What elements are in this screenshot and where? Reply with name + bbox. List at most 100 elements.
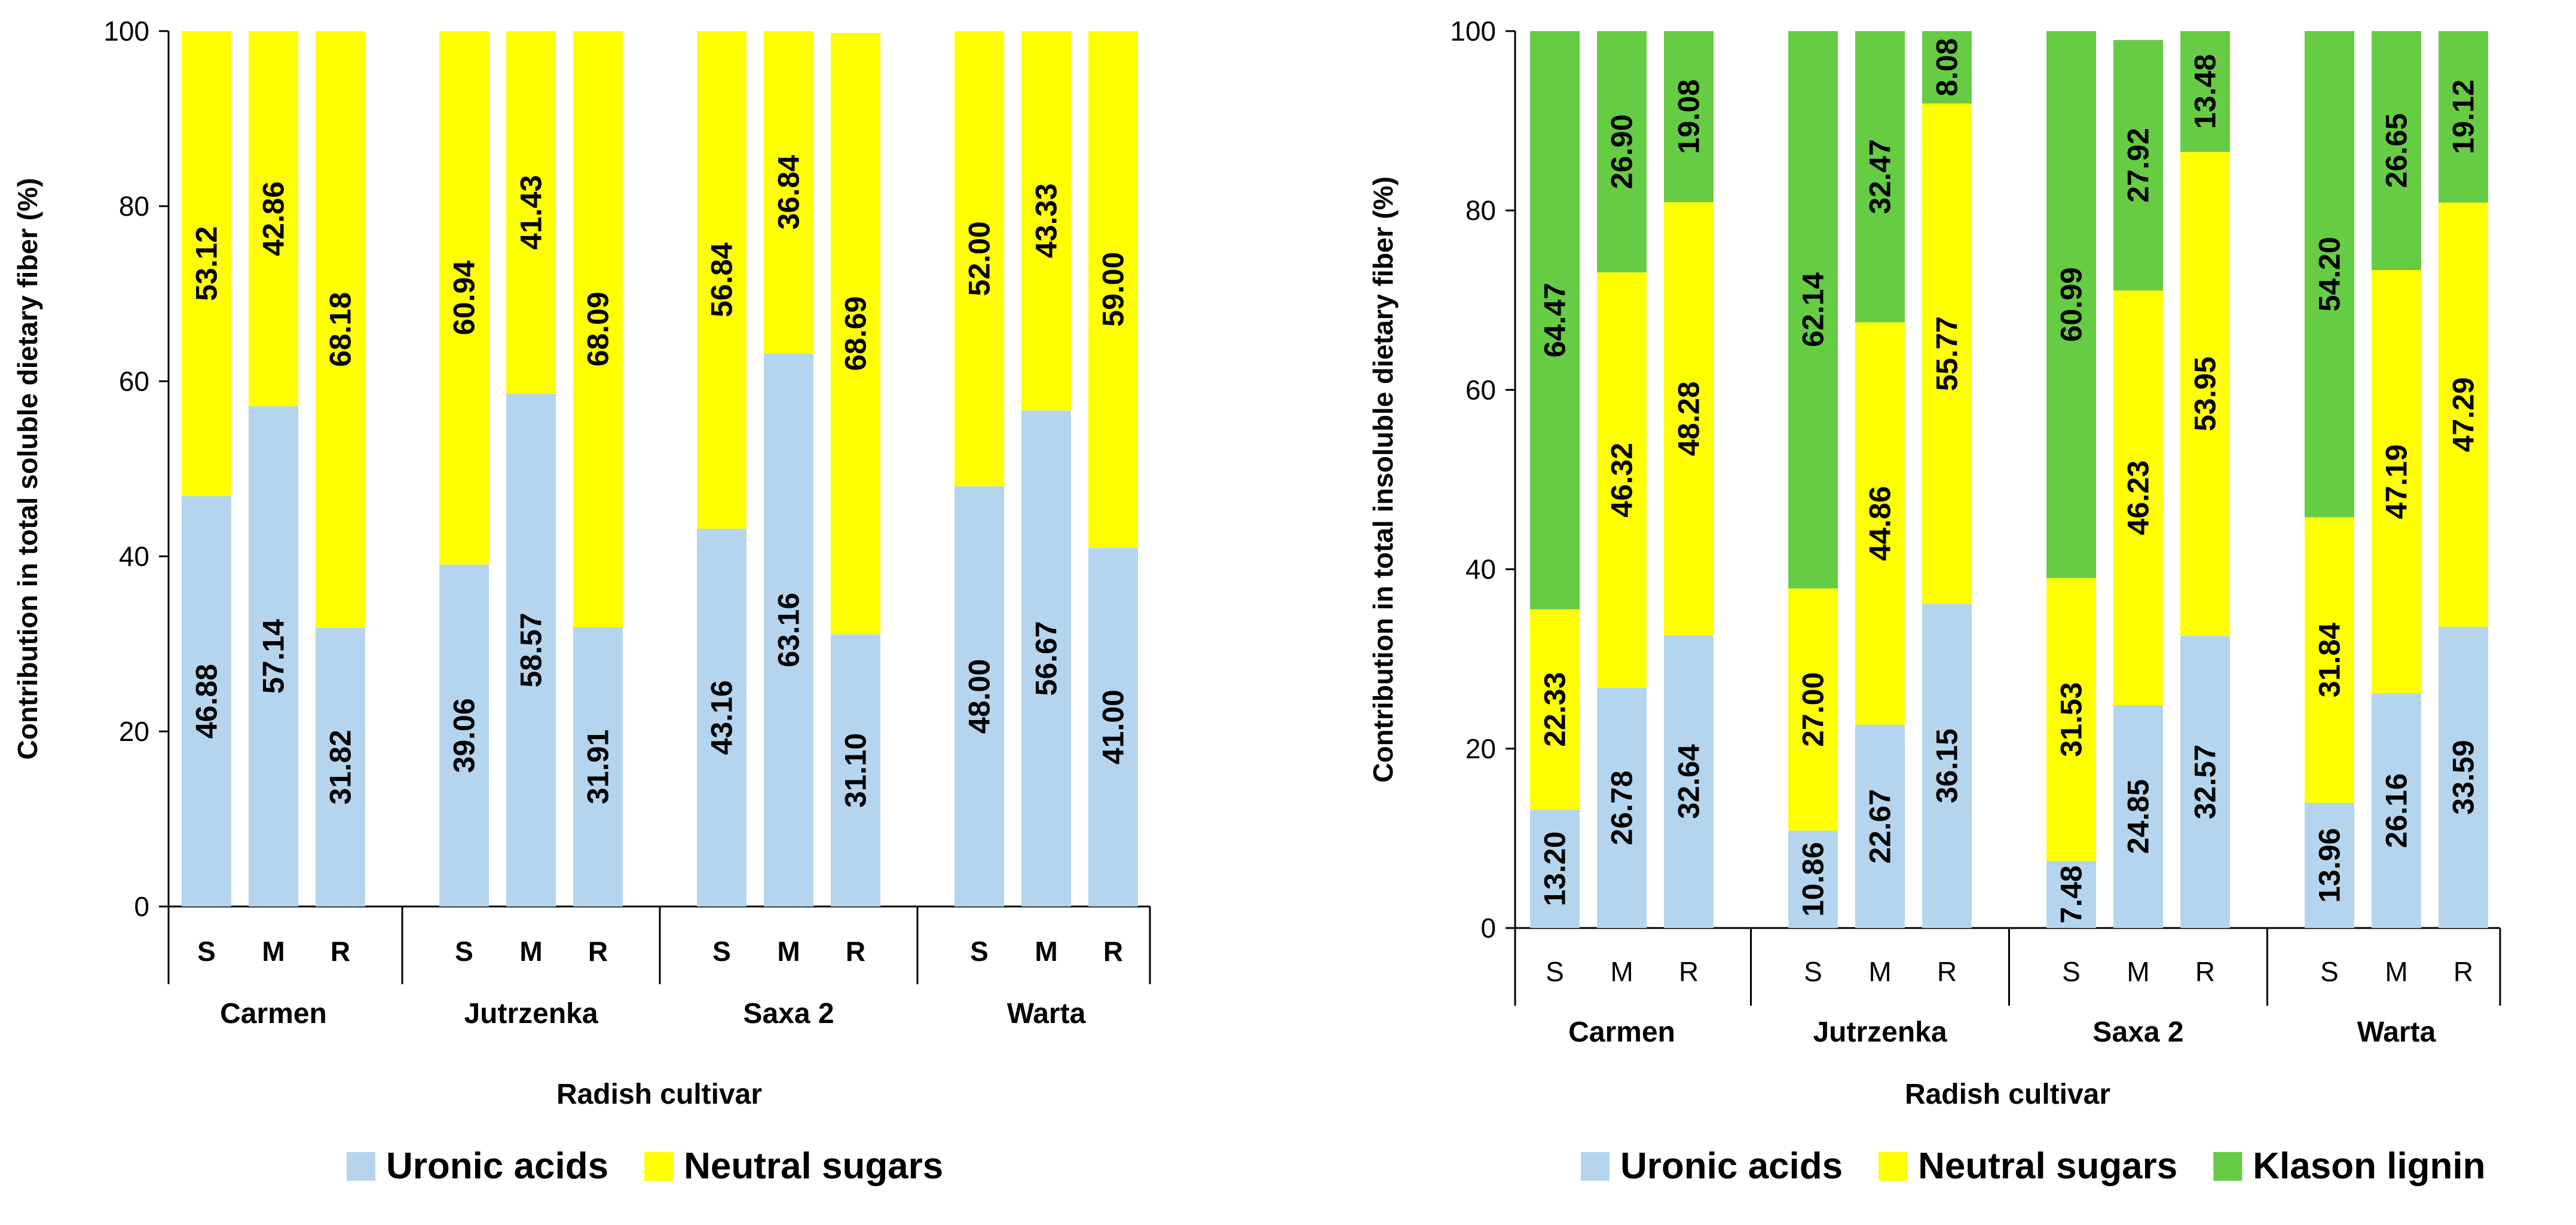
bar-neutral-sugars [697,31,747,529]
data-label: 63.16 [772,593,806,667]
bar-klason-lignin [1530,31,1580,610]
x-axis-title: Radish cultivar [556,1079,762,1110]
bar-neutral-sugars [439,31,489,565]
data-label: 39.06 [448,698,481,773]
bar-klason-lignin [1664,31,1714,203]
legend-swatch [1879,1152,1908,1181]
data-label: 24.85 [2122,779,2155,854]
data-label: 31.82 [324,730,357,804]
group-label: Jutrzenka [1813,1016,1947,1048]
data-label: 46.32 [1605,443,1639,517]
bar-neutral-sugars [831,33,880,635]
bar-klason-lignin [2305,31,2354,517]
bar-klason-lignin [1788,31,1838,589]
data-label: 19.08 [1672,79,1706,154]
data-label: 47.19 [2380,445,2413,519]
bar-neutral-sugars [2439,202,2488,627]
bar-klason-lignin [2372,31,2421,271]
bar-uronic-acids [697,528,747,906]
category-label: S [1804,956,1822,987]
bar-neutral-sugars [249,31,298,406]
data-label: 60.94 [448,261,481,335]
bar-neutral-sugars [1530,609,1580,810]
x-axis-title: Radish cultivar [1905,1079,2110,1110]
bar-neutral-sugars [2305,517,2354,803]
data-label: 56.67 [1030,621,1063,696]
data-label: 13.96 [2313,828,2346,903]
data-label: 19.12 [2447,79,2480,154]
legend-entry: Neutral sugars [1918,1146,2177,1187]
bar-klason-lignin [2439,31,2488,203]
group-label: Saxa 2 [2092,1016,2183,1048]
data-label: 36.15 [1931,728,1964,803]
y-tick-label: 80 [119,191,149,222]
data-label: 26.16 [2380,773,2413,848]
bar-neutral-sugars [1088,31,1138,548]
category-label: M [2127,956,2149,987]
data-label: 32.47 [1864,139,1897,214]
category-label: S [1546,956,1564,987]
bar-klason-lignin [2113,40,2163,291]
group-label: Carmen [1568,1016,1675,1048]
y-tick-label: 80 [1466,195,1496,226]
category-label: R [331,936,350,967]
y-tick-label: 20 [119,716,149,747]
group-label: Saxa 2 [743,998,834,1030]
legend-entry: Neutral sugars [684,1146,943,1187]
bar-neutral-sugars [2046,578,2096,861]
data-label: 31.91 [582,730,615,804]
category-label: S [455,936,473,967]
bar-neutral-sugars [764,31,813,354]
data-label: 32.64 [1672,744,1706,819]
bar-neutral-sugars [506,31,556,394]
data-label: 33.59 [2447,740,2480,814]
data-label: 46.23 [2122,460,2155,535]
data-label: 27.00 [1797,672,1830,747]
legend-swatch [644,1152,674,1181]
bar-klason-lignin [1855,31,1905,323]
data-label: 22.67 [1864,789,1897,863]
data-label: 53.95 [2189,357,2222,431]
bar-uronic-acids [1788,830,1838,928]
data-label: 68.18 [324,292,357,367]
bar-uronic-acids [2046,860,2096,928]
insoluble-fiber-chart: 0 20 40 60 80 100 13.20 22.33 64.47 26.78 46.32 26.… [1367,16,2501,1187]
y-axis-title: Contribution in total insoluble dietary … [1367,176,1399,783]
data-label: 26.65 [2380,113,2413,188]
data-label: 8.08 [1931,38,1964,96]
legend-entry: Uronic acids [1620,1146,1843,1187]
data-label: 59.00 [1097,252,1130,327]
data-label: 10.86 [1797,842,1830,917]
bar-uronic-acids [439,564,489,906]
category-label: S [970,936,989,967]
legend-swatch [1581,1152,1610,1181]
bar-uronic-acids [506,393,556,906]
bar-neutral-sugars [182,31,231,497]
bar-neutral-sugars [2372,270,2421,694]
legend-entry: Klason lignin [2253,1146,2485,1187]
bar-neutral-sugars [316,31,365,628]
bar-klason-lignin [2046,31,2096,578]
data-label: 47.29 [2447,377,2480,452]
group-label: Warta [2357,1016,2436,1048]
y-tick-label: 0 [134,891,149,922]
category-label: R [2195,956,2215,987]
bar-uronic-acids [249,406,298,906]
data-label: 46.88 [190,664,224,739]
bar-uronic-acids [316,627,365,906]
category-label: S [2062,956,2081,987]
bar-uronic-acids [1922,604,1972,928]
bar-neutral-sugars [1597,272,1647,688]
legend-entry: Uronic acids [386,1146,608,1187]
data-label: 13.20 [1538,831,1572,906]
soluble-fiber-chart: 0 20 40 60 80 100 46.88 53.12 57.14 42.86 31.82 68.… [12,16,1151,1187]
bar-klason-lignin [1922,31,1972,104]
bar-uronic-acids [1597,688,1647,928]
bar-neutral-sugars [573,31,623,627]
data-label: 68.09 [582,292,615,366]
category-label: R [588,936,608,967]
category-label: R [1103,936,1123,967]
data-label: 68.69 [839,296,873,371]
category-label: M [777,936,800,967]
